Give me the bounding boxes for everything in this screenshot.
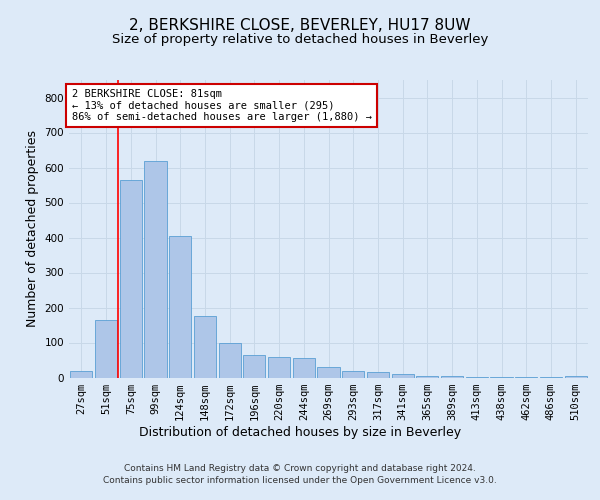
Bar bbox=[218, 342, 241, 378]
Bar bbox=[119, 180, 142, 378]
Bar bbox=[169, 236, 191, 378]
Text: 2 BERKSHIRE CLOSE: 81sqm
← 13% of detached houses are smaller (295)
86% of semi-: 2 BERKSHIRE CLOSE: 81sqm ← 13% of detach… bbox=[71, 89, 371, 122]
Bar bbox=[243, 355, 265, 378]
Bar bbox=[515, 377, 538, 378]
Bar bbox=[145, 160, 167, 378]
Bar bbox=[268, 356, 290, 378]
Bar bbox=[367, 372, 389, 378]
Bar bbox=[342, 370, 364, 378]
Text: 2, BERKSHIRE CLOSE, BEVERLEY, HU17 8UW: 2, BERKSHIRE CLOSE, BEVERLEY, HU17 8UW bbox=[129, 18, 471, 32]
Bar bbox=[392, 374, 414, 378]
Text: Contains public sector information licensed under the Open Government Licence v3: Contains public sector information licen… bbox=[103, 476, 497, 485]
Bar bbox=[466, 377, 488, 378]
Bar bbox=[540, 377, 562, 378]
Bar bbox=[441, 376, 463, 378]
Text: Size of property relative to detached houses in Beverley: Size of property relative to detached ho… bbox=[112, 32, 488, 46]
Bar bbox=[416, 376, 439, 378]
Bar bbox=[194, 316, 216, 378]
Bar bbox=[293, 358, 315, 378]
Y-axis label: Number of detached properties: Number of detached properties bbox=[26, 130, 39, 327]
Text: Contains HM Land Registry data © Crown copyright and database right 2024.: Contains HM Land Registry data © Crown c… bbox=[124, 464, 476, 473]
Text: Distribution of detached houses by size in Beverley: Distribution of detached houses by size … bbox=[139, 426, 461, 439]
Bar bbox=[95, 320, 117, 378]
Bar bbox=[490, 377, 512, 378]
Bar bbox=[565, 376, 587, 378]
Bar bbox=[317, 367, 340, 378]
Bar bbox=[70, 370, 92, 378]
